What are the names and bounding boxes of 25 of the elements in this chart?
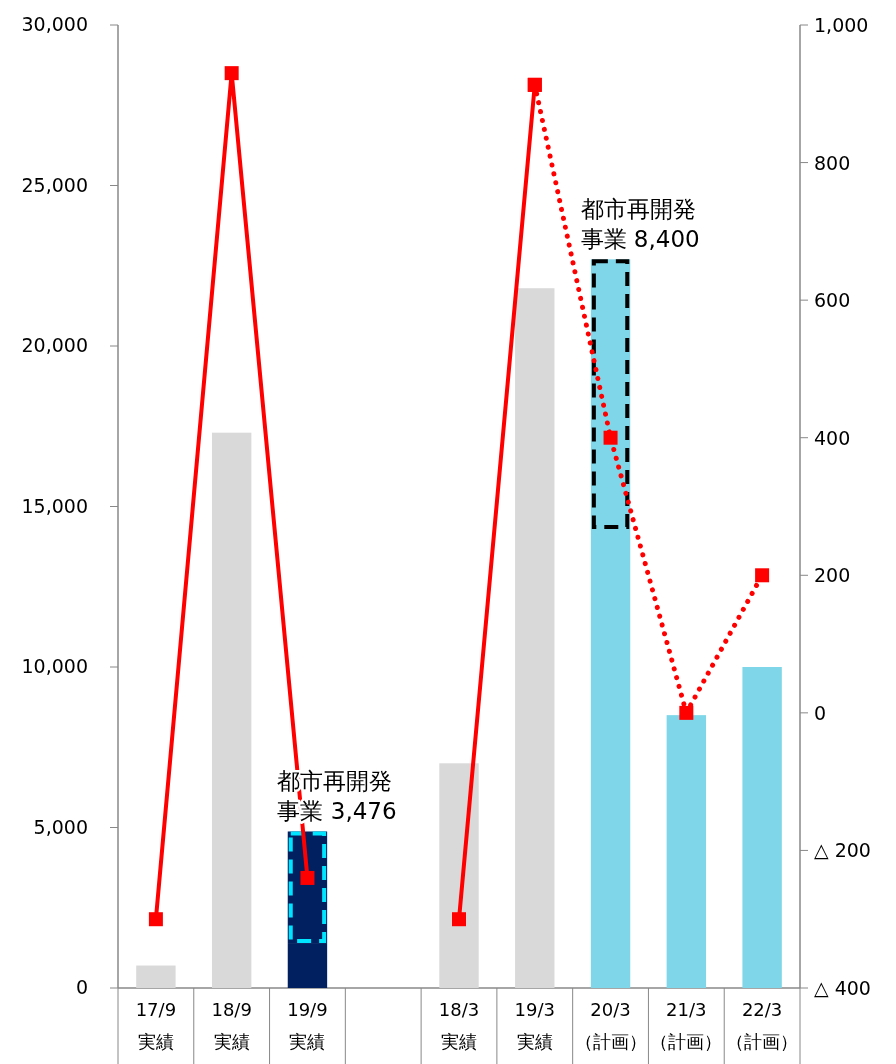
x-tick-label: 21/3 （計画）: [650, 999, 723, 1052]
annotation: 都市再開発: [580, 196, 696, 223]
y-tick-label: 20,000: [21, 334, 88, 356]
y2-tick-label: 400: [814, 426, 851, 449]
x-tick-label: 18/9 実績: [211, 999, 252, 1052]
y-tick-label: 10,000: [21, 655, 88, 677]
x-tick-label: 18/3 実績: [438, 999, 480, 1052]
y2-tick-label: 0: [814, 701, 827, 724]
y-tick-label: 0: [75, 976, 88, 998]
x-tick-label: 19/9 実績: [287, 999, 328, 1052]
y-tick-label: 5,000: [33, 815, 88, 838]
y-tick-label: 15,000: [21, 494, 88, 517]
y2-tick-label: △ 200: [814, 839, 871, 862]
x-tick-label: 20/3 （計画）: [574, 999, 647, 1052]
y2-tick-label: 800: [814, 151, 851, 174]
y2-tick-label: 600: [814, 289, 851, 312]
x-tick-label: 19/3 実績: [514, 999, 555, 1052]
y-tick-label: 30,000: [21, 13, 88, 35]
x-tick-label: 22/3 （計画）: [726, 999, 799, 1052]
y2-tick-label: △ 400: [814, 977, 871, 999]
y2-tick-label: 1,000: [814, 14, 869, 36]
annotation: 事業 8,400: [580, 226, 700, 253]
x-tick-label: 17/9 実績: [135, 999, 177, 1052]
y2-tick-label: 200: [814, 564, 851, 587]
y-tick-label: 25,000: [21, 173, 88, 196]
